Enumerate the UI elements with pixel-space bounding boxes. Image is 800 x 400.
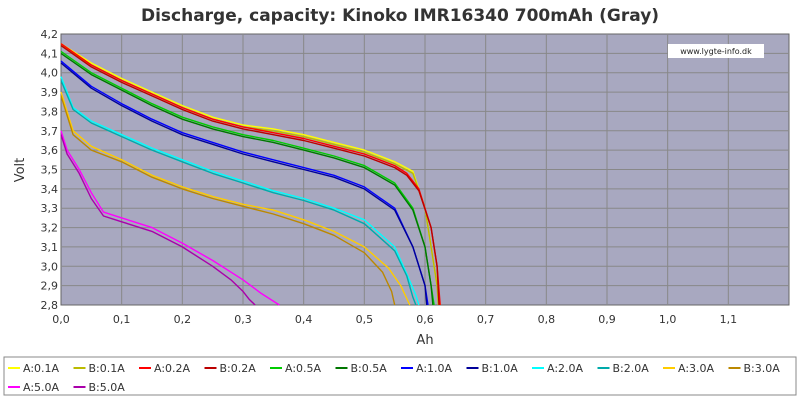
y-tick-label: 2,9 — [41, 280, 59, 293]
legend-entry: B:0.5A — [351, 362, 388, 375]
x-tick-label: 0,3 — [234, 313, 252, 326]
legend-entry: A:0.5A — [285, 362, 322, 375]
series-line-8 — [60, 76, 420, 306]
series-line-11 — [60, 95, 396, 306]
y-tick-label: 3,6 — [41, 144, 59, 157]
x-tick-label: 0,2 — [174, 313, 192, 326]
x-tick-label: 1,1 — [720, 313, 738, 326]
series-line-5 — [60, 52, 434, 306]
legend-box — [3, 356, 797, 396]
x-tick-label: 0,7 — [477, 313, 495, 326]
series-line-10 — [60, 91, 411, 306]
y-tick-label: 4,1 — [41, 47, 59, 60]
y-tick-label: 3,9 — [41, 86, 59, 99]
x-tick-label: 0,9 — [598, 313, 616, 326]
y-tick-label: 3,2 — [41, 222, 59, 235]
watermark: www.lygte-info.dk — [680, 47, 752, 56]
series-line-9 — [60, 80, 417, 306]
y-tick-label: 3,4 — [41, 183, 59, 196]
y-tick-labels: 2,8 2,9 3,0 3,1 3,2 3,3 3,4 3,5 3,6 3,7 3,8 3,9 4,0 4… — [41, 28, 59, 312]
legend-entry: A:1.0A — [416, 362, 453, 375]
series-line-12 — [60, 130, 280, 306]
legend-entry: A:3.0A — [678, 362, 715, 375]
watermark-box — [668, 44, 764, 58]
y-tick-label: 3,3 — [41, 202, 59, 215]
legend-entry: B:5.0A — [89, 381, 126, 394]
y-tick-label: 3,1 — [41, 241, 59, 254]
x-tick-labels: 0,0 0,1 0,2 0,3 0,4 0,5 0,6 0,7 0,8 0,9 1,0 1,1 — [52, 313, 737, 326]
x-tick-label: 0,5 — [356, 313, 374, 326]
legend-entry: B:0.1A — [89, 362, 126, 375]
legend-entry: A:2.0A — [547, 362, 584, 375]
grid — [61, 34, 789, 305]
y-tick-label: 3,0 — [41, 260, 59, 273]
x-tick-label: 0,0 — [52, 313, 70, 326]
x-axis-label: Ah — [416, 333, 433, 348]
y-tick-label: 4,2 — [41, 28, 59, 41]
x-tick-label: 0,4 — [295, 313, 313, 326]
chart-title: Discharge, capacity: Kinoko IMR16340 700… — [141, 6, 659, 26]
y-tick-label: 3,5 — [41, 164, 59, 177]
x-tick-label: 0,8 — [538, 313, 556, 326]
legend-entry: B:0.2A — [220, 362, 257, 375]
legend: A:0.1A B:0.1A A:0.2A B:0.2A A:0.5A B:0.5A A:1.… — [8, 362, 780, 394]
y-tick-label: 2,8 — [41, 299, 59, 312]
legend-entry: A:0.2A — [154, 362, 191, 375]
series-line-3 — [60, 45, 440, 306]
y-tick-label: 3,8 — [41, 105, 59, 118]
x-tick-label: 0,6 — [416, 313, 434, 326]
x-tick-label: 1,0 — [659, 313, 677, 326]
legend-entry: B:1.0A — [482, 362, 519, 375]
legend-entry: A:5.0A — [23, 381, 60, 394]
series-lines — [60, 43, 441, 306]
legend-entry: B:3.0A — [744, 362, 781, 375]
y-tick-label: 3,7 — [41, 125, 59, 138]
y-tick-label: 4,0 — [41, 67, 59, 80]
legend-entry: B:2.0A — [613, 362, 650, 375]
series-line-7 — [60, 62, 428, 306]
series-line-13 — [60, 134, 256, 306]
legend-entry: A:0.1A — [23, 362, 60, 375]
y-axis-label: Volt — [13, 158, 28, 183]
x-tick-label: 0,1 — [113, 313, 131, 326]
